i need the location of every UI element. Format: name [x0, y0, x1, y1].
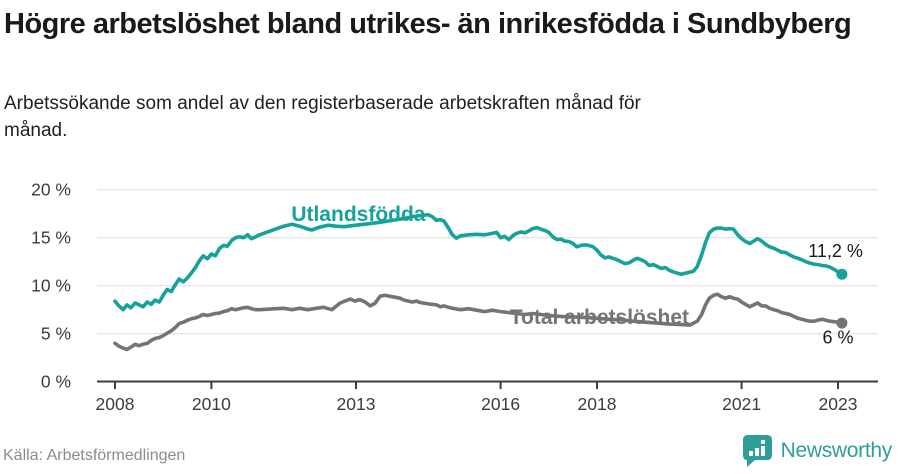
svg-text:2021: 2021 — [722, 394, 761, 414]
svg-text:6 %: 6 % — [822, 327, 853, 347]
svg-text:2018: 2018 — [578, 394, 617, 414]
svg-text:0 %: 0 % — [41, 372, 71, 392]
source-note: Källa: Arbetsförmedlingen — [3, 447, 186, 464]
chart-subtitle: Arbetssökande som andel av den registerb… — [4, 93, 641, 141]
svg-text:11,2 %: 11,2 % — [808, 241, 863, 261]
svg-text:2013: 2013 — [337, 394, 376, 414]
svg-text:2010: 2010 — [192, 394, 231, 414]
bar-chart-pin-icon — [742, 435, 772, 467]
svg-text:Utlandsfödda: Utlandsfödda — [291, 203, 425, 226]
brand-name: Newsworthy — [780, 439, 893, 462]
svg-text:10 %: 10 % — [31, 276, 71, 296]
svg-text:Total arbetslöshet: Total arbetslöshet — [510, 306, 689, 329]
svg-text:5 %: 5 % — [41, 324, 71, 344]
page-title: Högre arbetslöshet bland utrikes- än inr… — [4, 8, 852, 40]
svg-text:2008: 2008 — [96, 394, 135, 414]
newsworthy-logo: Newsworthy — [742, 434, 892, 468]
svg-text:15 %: 15 % — [31, 228, 71, 248]
svg-text:2016: 2016 — [481, 394, 520, 414]
svg-text:20 %: 20 % — [31, 180, 71, 200]
svg-text:2023: 2023 — [819, 394, 858, 414]
